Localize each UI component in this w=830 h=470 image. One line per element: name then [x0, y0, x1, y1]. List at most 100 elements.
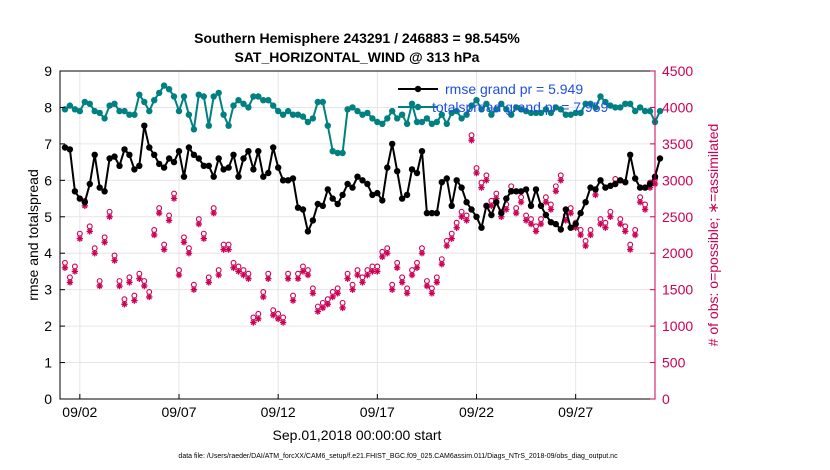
y-left-tick-label: 2 — [44, 318, 52, 334]
totalspread-marker — [408, 100, 416, 108]
totalspread-marker — [131, 111, 138, 118]
obs-possible-mark — [597, 216, 604, 223]
obs-marker — [61, 259, 69, 271]
obs-possible-mark — [156, 205, 163, 212]
totalspread-marker — [428, 120, 436, 128]
rmse-marker — [299, 206, 307, 213]
obs-possible-mark — [151, 227, 158, 233]
obs-marker — [468, 132, 475, 144]
obs-assimilated-mark — [354, 272, 361, 278]
obs-assimilated-mark — [191, 286, 197, 293]
obs-marker — [270, 307, 277, 319]
obs-marker — [552, 183, 560, 195]
obs-assimilated-mark — [374, 268, 381, 275]
obs-assimilated-mark — [196, 221, 202, 227]
totalspread-marker — [309, 115, 317, 122]
obs-possible-mark — [523, 212, 530, 219]
obs-assimilated-mark — [513, 210, 519, 216]
obs-possible-mark — [409, 267, 415, 274]
obs-marker — [522, 212, 530, 224]
obs-assimilated-mark — [344, 276, 351, 282]
obs-possible-mark — [334, 285, 341, 292]
totalspread-marker — [582, 100, 589, 108]
obs-assimilated-mark — [255, 316, 262, 322]
totalspread-marker — [537, 109, 545, 117]
totalspread-marker — [230, 102, 237, 109]
obs-marker — [91, 245, 98, 257]
rmse-marker — [275, 164, 282, 171]
obs-possible-mark — [270, 307, 277, 314]
rmse-marker — [582, 199, 589, 206]
totalspread-marker — [493, 106, 500, 113]
obs-assimilated-mark — [404, 290, 410, 297]
obs-assimilated-mark — [290, 297, 296, 304]
obs-assimilated-mark — [330, 294, 336, 300]
obs-assimilated-mark — [444, 243, 450, 249]
obs-possible-mark — [533, 223, 539, 230]
rmse-marker — [106, 155, 113, 162]
obs-marker — [458, 208, 465, 220]
obs-possible-mark — [126, 274, 133, 281]
obs-possible-mark — [131, 292, 138, 299]
obs-possible-mark — [195, 216, 202, 223]
obs-marker — [349, 281, 356, 293]
totalspread-marker — [542, 106, 550, 113]
rmse-marker — [364, 180, 371, 188]
totalspread-marker — [279, 111, 287, 118]
totalspread-marker — [180, 93, 188, 100]
obs-marker — [463, 212, 470, 224]
obs-assimilated-mark — [577, 232, 584, 238]
totalspread-marker — [270, 102, 277, 109]
obs-possible-mark — [488, 197, 495, 204]
obs-possible-mark — [637, 194, 644, 201]
rmse-marker — [185, 144, 193, 151]
totalspread-marker — [498, 100, 505, 108]
totalspread-marker — [339, 149, 346, 157]
obs-assimilated-mark — [201, 235, 207, 242]
obs-possible-mark — [116, 278, 123, 284]
obs-assimilated-mark — [369, 268, 376, 275]
totalspread-marker — [76, 107, 84, 115]
obs-assimilated-mark — [468, 137, 475, 143]
rmse-marker — [656, 155, 664, 162]
obs-possible-mark — [309, 285, 316, 292]
obs-possible-mark — [622, 223, 629, 230]
totalspread-marker — [299, 113, 307, 120]
x-tick-label: 09/07 — [161, 404, 196, 420]
obs-assimilated-mark — [77, 235, 83, 242]
obs-possible-mark — [280, 314, 287, 321]
obs-possible-mark — [200, 230, 207, 237]
obs-possible-mark — [458, 208, 465, 215]
totalspread-marker — [627, 100, 634, 108]
obs-marker — [200, 230, 207, 242]
totalspread-marker — [641, 107, 649, 115]
obs-marker — [131, 292, 138, 304]
totalspread-marker — [562, 111, 569, 118]
obs-assimilated-mark — [211, 210, 217, 216]
rmse-marker — [225, 164, 232, 171]
obs-possible-mark — [121, 296, 128, 303]
obs-marker — [324, 296, 331, 308]
rmse-marker — [151, 151, 158, 158]
totalspread-marker — [126, 111, 133, 118]
totalspread-marker — [344, 106, 351, 113]
rmse-marker — [289, 175, 297, 182]
totalspread-marker — [418, 118, 426, 126]
totalspread-marker — [552, 104, 559, 111]
obs-possible-mark — [146, 289, 153, 295]
rmse-marker — [498, 209, 505, 217]
rmse-marker — [329, 195, 336, 202]
obs-marker — [617, 216, 624, 228]
obs-marker — [106, 208, 113, 220]
totalspread-marker — [587, 100, 594, 108]
obs-marker — [537, 216, 545, 228]
obs-possible-mark — [176, 267, 182, 274]
obs-marker — [230, 259, 237, 271]
rmse-marker — [483, 202, 490, 209]
obs-assimilated-mark — [627, 246, 633, 253]
y-right-tick-label: 4000 — [662, 99, 693, 115]
obs-assimilated-mark — [568, 210, 574, 216]
obs-possible-mark — [225, 241, 232, 248]
y-left-tick-label: 1 — [44, 355, 52, 371]
